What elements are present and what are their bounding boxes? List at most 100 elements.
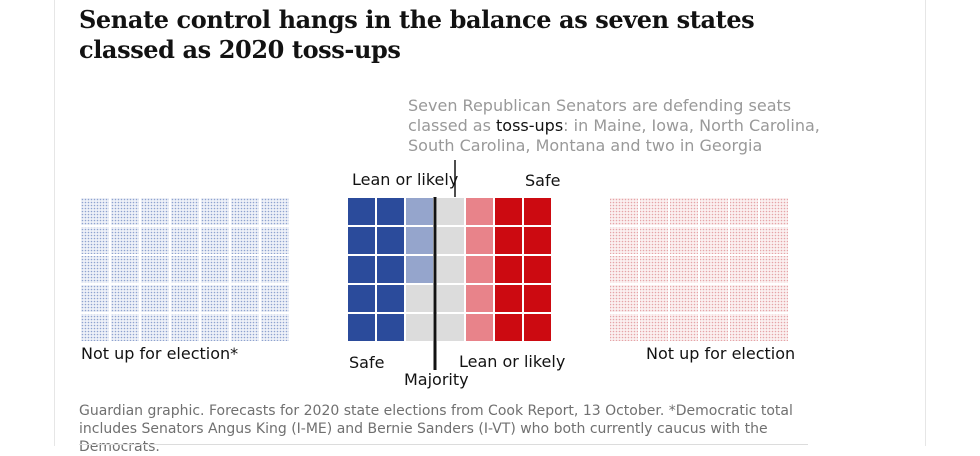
dem-not-up-seat bbox=[171, 314, 199, 341]
dem-lean-seat bbox=[406, 227, 433, 254]
rep-not-up-seat bbox=[670, 227, 698, 254]
dem-not-up-seat bbox=[201, 227, 229, 254]
bottom-rule bbox=[79, 444, 808, 445]
toss-up-annotation: Seven Republican Senators are defending … bbox=[408, 96, 828, 156]
rep-not-up-seat bbox=[610, 285, 638, 312]
rep-lean-seat bbox=[466, 314, 493, 341]
dem-safe-seat bbox=[377, 198, 404, 225]
dem-safe-seat bbox=[377, 227, 404, 254]
dem-not-up-seat bbox=[141, 198, 169, 225]
rep-safe-seat bbox=[524, 198, 551, 225]
rep-not-up-seat bbox=[700, 198, 728, 225]
source-footnote: Guardian graphic. Forecasts for 2020 sta… bbox=[79, 403, 793, 455]
dem-not-up-seat bbox=[81, 314, 109, 341]
rep-safe-seat bbox=[495, 198, 522, 225]
rep-safe-seat bbox=[524, 256, 551, 283]
dem-not-up-seat bbox=[141, 227, 169, 254]
rep-lean-seat bbox=[466, 285, 493, 312]
rep-not-up-seat bbox=[760, 314, 788, 341]
rep-not-up-seat bbox=[730, 285, 758, 312]
toss-up-seat bbox=[437, 285, 464, 312]
dem-not-up-seat bbox=[231, 198, 259, 225]
majority-label: Majority bbox=[404, 370, 469, 389]
dem-safe-seat bbox=[348, 256, 375, 283]
rep-not-up-seat bbox=[610, 198, 638, 225]
dem-safe-seat bbox=[348, 198, 375, 225]
dem-not-up-seat bbox=[81, 198, 109, 225]
rep-not-up-seat bbox=[730, 198, 758, 225]
dem-not-up-seat bbox=[231, 314, 259, 341]
rep-not-up-seat bbox=[640, 285, 668, 312]
rep-not-up-seat bbox=[700, 227, 728, 254]
dem-not-up-seat bbox=[141, 285, 169, 312]
dem-not-up-seat bbox=[111, 285, 139, 312]
rep-safe-seat bbox=[495, 314, 522, 341]
seat-cells bbox=[81, 198, 788, 341]
left-border bbox=[54, 0, 55, 446]
dem-not-up-seat bbox=[171, 256, 199, 283]
rep-not-up-seat bbox=[670, 285, 698, 312]
dem-not-up-seat bbox=[171, 227, 199, 254]
rep-not-up-seat bbox=[640, 198, 668, 225]
rep-not-up-seat bbox=[640, 227, 668, 254]
toss-up-seat bbox=[437, 227, 464, 254]
rep-lean-seat bbox=[466, 198, 493, 225]
rep-not-up-seat bbox=[610, 314, 638, 341]
rep-not-up-label: Not up for election bbox=[646, 344, 796, 363]
lean-bottom-label: Lean or likely bbox=[459, 352, 566, 371]
dem-not-up-seat bbox=[261, 285, 289, 312]
dem-not-up-seat bbox=[111, 256, 139, 283]
dem-not-up-seat bbox=[201, 285, 229, 312]
lean-top-label: Lean or likely bbox=[352, 170, 459, 189]
rep-safe-seat bbox=[495, 285, 522, 312]
rep-not-up-seat bbox=[700, 314, 728, 341]
dem-not-up-seat bbox=[171, 198, 199, 225]
rep-not-up-seat bbox=[760, 285, 788, 312]
rep-not-up-seat bbox=[760, 256, 788, 283]
rep-not-up-seat bbox=[610, 227, 638, 254]
dem-lean-seat bbox=[406, 256, 433, 283]
rep-not-up-seat bbox=[700, 256, 728, 283]
dem-not-up-seat bbox=[141, 256, 169, 283]
toss-up-seat bbox=[437, 256, 464, 283]
dem-not-up-seat bbox=[231, 227, 259, 254]
dem-not-up-label: Not up for election* bbox=[81, 344, 239, 363]
dem-safe-seat bbox=[348, 285, 375, 312]
toss-up-seat bbox=[406, 285, 433, 312]
dem-safe-seat bbox=[377, 256, 404, 283]
safe-bottom-label: Safe bbox=[349, 353, 385, 372]
rep-not-up-seat bbox=[610, 256, 638, 283]
dem-not-up-seat bbox=[261, 314, 289, 341]
rep-not-up-seat bbox=[670, 198, 698, 225]
dem-not-up-seat bbox=[141, 314, 169, 341]
rep-safe-seat bbox=[495, 227, 522, 254]
dem-not-up-seat bbox=[171, 285, 199, 312]
senate-waffle-chart bbox=[81, 160, 788, 370]
rep-not-up-seat bbox=[730, 227, 758, 254]
dem-not-up-seat bbox=[201, 314, 229, 341]
dem-not-up-seat bbox=[231, 285, 259, 312]
dem-safe-seat bbox=[348, 314, 375, 341]
dem-safe-seat bbox=[377, 285, 404, 312]
dem-not-up-seat bbox=[111, 198, 139, 225]
rep-not-up-seat bbox=[640, 256, 668, 283]
dem-not-up-seat bbox=[81, 227, 109, 254]
dem-not-up-seat bbox=[231, 256, 259, 283]
annotation-highlight: toss-ups bbox=[496, 116, 564, 135]
dem-not-up-seat bbox=[81, 256, 109, 283]
rep-not-up-seat bbox=[700, 285, 728, 312]
annotation-text-start: Seven Republican Senators are defending … bbox=[408, 96, 792, 135]
rep-not-up-seat bbox=[760, 198, 788, 225]
dem-not-up-seat bbox=[261, 227, 289, 254]
rep-safe-seat bbox=[524, 314, 551, 341]
dem-not-up-seat bbox=[201, 198, 229, 225]
rep-safe-seat bbox=[524, 227, 551, 254]
dem-not-up-seat bbox=[201, 256, 229, 283]
rep-lean-seat bbox=[466, 256, 493, 283]
rep-safe-seat bbox=[524, 285, 551, 312]
dem-not-up-seat bbox=[81, 285, 109, 312]
toss-up-seat bbox=[437, 198, 464, 225]
rep-not-up-seat bbox=[670, 314, 698, 341]
dem-safe-seat bbox=[377, 314, 404, 341]
toss-up-seat bbox=[437, 314, 464, 341]
